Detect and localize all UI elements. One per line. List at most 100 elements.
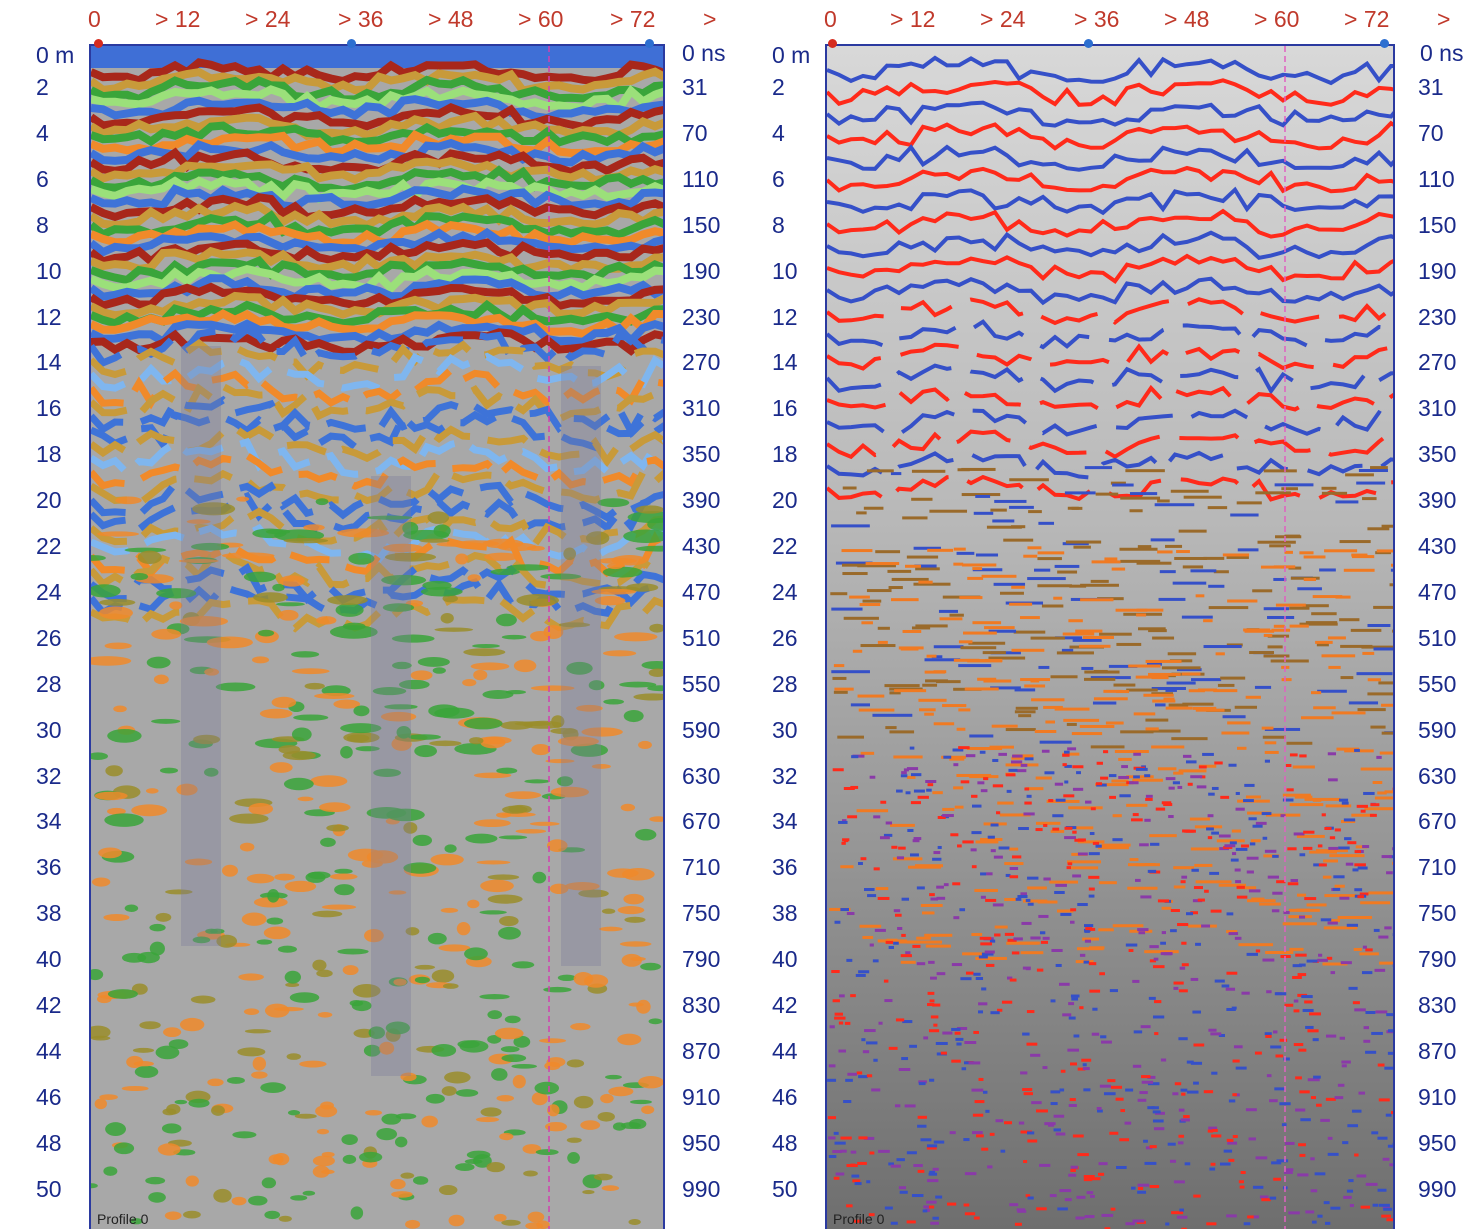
time-tick-label: 630 (1418, 762, 1457, 789)
depth-tick-label: 36 (772, 854, 798, 881)
start-marker[interactable] (94, 39, 103, 48)
time-tick-label: 270 (1418, 349, 1457, 376)
time-tick-label: 950 (1418, 1129, 1457, 1156)
time-unit-label: 0 ns (682, 40, 726, 66)
depth-tick-label: 6 (36, 165, 49, 192)
depth-tick-label: 48 (772, 1129, 798, 1156)
time-tick-label: 510 (1418, 624, 1457, 651)
depth-tick-label: 40 (36, 946, 62, 973)
time-tick-label: 310 (682, 395, 721, 422)
depth-tick-label: 8 (36, 211, 49, 238)
depth-tick-label: 24 (36, 578, 62, 605)
depth-tick-label: 22 (772, 533, 798, 559)
distance-tick-label: > (703, 6, 717, 32)
depth-tick-label: 42 (36, 992, 62, 1018)
depth-tick-label: 2 (36, 74, 49, 100)
time-tick-label: 390 (1418, 487, 1457, 514)
time-tick-label: 910 (682, 1083, 721, 1110)
marker-72[interactable] (1380, 39, 1389, 48)
depth-tick-label: 2 (772, 74, 785, 100)
depth-tick-label: 4 (772, 119, 785, 146)
marker-36[interactable] (347, 39, 356, 48)
distance-tick-label: > 12 (155, 6, 201, 32)
time-tick-label: 590 (682, 716, 721, 743)
distance-tick-label: > 48 (1164, 6, 1210, 32)
depth-tick-label: 10 (772, 257, 798, 284)
marker-72[interactable] (645, 39, 654, 48)
time-tick-label: 270 (682, 349, 721, 376)
distance-tick-label: > 60 (1254, 6, 1300, 32)
radargram-image[interactable]: Profile 0 (825, 44, 1395, 1229)
time-tick-label: 470 (682, 578, 721, 605)
distance-tick-label: > 12 (890, 6, 936, 32)
time-unit-label: 0 ns (1420, 40, 1464, 66)
time-tick-label: 670 (682, 808, 721, 835)
time-tick-label: 110 (682, 165, 719, 192)
depth-tick-label: 28 (36, 670, 62, 697)
time-tick-label: 550 (1418, 670, 1457, 697)
time-tick-label: 430 (1418, 533, 1457, 559)
distance-tick-label: 0 (824, 6, 837, 32)
time-tick-label: 430 (682, 533, 721, 559)
time-tick-label: 470 (1418, 578, 1457, 605)
distance-tick-label: > 48 (428, 6, 474, 32)
depth-tick-label: 18 (36, 441, 62, 468)
time-tick-label: 710 (682, 854, 721, 881)
time-tick-label: 670 (1418, 808, 1457, 835)
time-tick-label: 150 (682, 211, 721, 238)
depth-tick-label: 34 (772, 808, 798, 835)
distance-tick-label: > 36 (1074, 6, 1120, 32)
depth-tick-label: 10 (36, 257, 62, 284)
depth-tick-label: 48 (36, 1129, 62, 1156)
depth-tick-label: 12 (36, 303, 62, 330)
depth-tick-label: 18 (772, 441, 798, 468)
depth-tick-label: 30 (772, 716, 798, 743)
right-radargram-panel: 0 > 12 > 24 > 36 > 48 > 60 > 72 > 0 m 2 4 6 8 10 12 1… (740, 0, 1483, 1229)
time-tick-label: 310 (1418, 395, 1457, 422)
start-marker[interactable] (828, 39, 837, 48)
time-tick-label: 390 (682, 487, 721, 514)
depth-tick-label: 14 (772, 349, 798, 376)
time-tick-label: 750 (682, 900, 721, 927)
depth-tick-label: 38 (772, 900, 798, 927)
profile-label: Profile 0 (833, 1211, 885, 1227)
time-tick-label: 830 (682, 992, 721, 1018)
distance-tick-label: > 24 (245, 6, 291, 32)
depth-tick-label: 26 (36, 624, 62, 651)
depth-tick-label: 26 (772, 624, 798, 651)
radargram-image[interactable]: Profile 0 (89, 44, 665, 1229)
depth-tick-label: 20 (772, 487, 798, 514)
depth-tick-label: 28 (772, 670, 798, 697)
depth-tick-label: 20 (36, 487, 62, 514)
depth-tick-label: 34 (36, 808, 62, 835)
time-tick-label: 910 (1418, 1083, 1457, 1110)
distance-tick-label: > 36 (338, 6, 384, 32)
time-tick-label: 750 (1418, 900, 1457, 927)
time-tick-label: 790 (682, 946, 721, 973)
depth-tick-label: 36 (36, 854, 62, 881)
distance-tick-label: > 24 (980, 6, 1026, 32)
distance-tick-label: > 60 (518, 6, 564, 32)
depth-tick-label: 16 (772, 395, 798, 422)
depth-tick-label: 8 (772, 211, 785, 238)
distance-tick-label: 0 (88, 6, 101, 32)
depth-tick-label: 40 (772, 946, 798, 973)
marker-36[interactable] (1084, 39, 1093, 48)
time-tick-label: 190 (1418, 257, 1457, 284)
depth-tick-label: 46 (772, 1083, 798, 1110)
depth-tick-label: 30 (36, 716, 62, 743)
time-tick-label: 870 (1418, 1037, 1457, 1064)
depth-tick-label: 46 (36, 1083, 62, 1110)
time-tick-label: 150 (1418, 211, 1457, 238)
distance-tick-label: > 72 (1344, 6, 1390, 32)
time-tick-label: 710 (1418, 854, 1457, 881)
time-tick-label: 830 (1418, 992, 1457, 1018)
time-tick-label: 31 (1418, 74, 1444, 100)
time-tick-label: 790 (1418, 946, 1457, 973)
time-tick-label: 990 (682, 1175, 721, 1202)
depth-tick-label: 50 (36, 1175, 62, 1202)
depth-tick-label: 44 (36, 1037, 62, 1064)
depth-tick-label: 22 (36, 533, 62, 559)
time-tick-label: 350 (1418, 441, 1457, 468)
time-tick-label: 990 (1418, 1175, 1457, 1202)
